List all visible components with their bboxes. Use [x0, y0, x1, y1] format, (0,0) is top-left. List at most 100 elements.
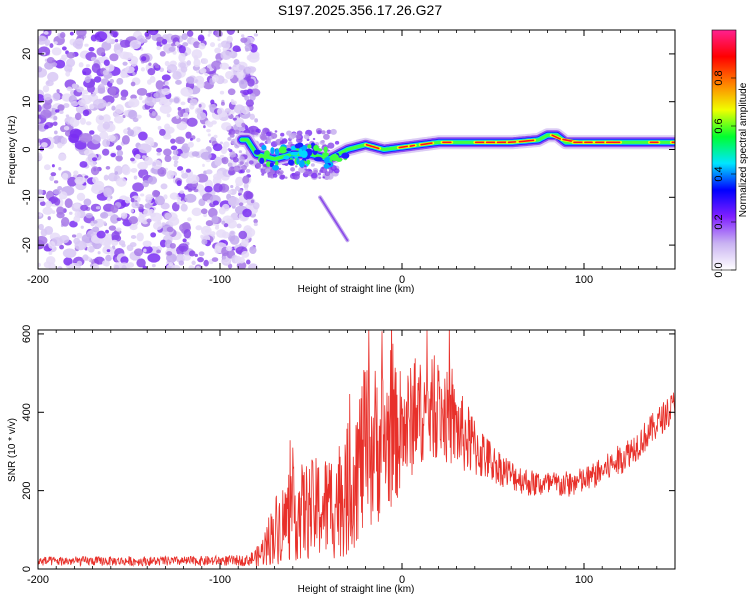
- noise-blob: [91, 157, 98, 162]
- noise-blob: [169, 98, 175, 103]
- noise-blob: [234, 129, 240, 135]
- noise-blob: [224, 108, 231, 114]
- colorbar-gradient: [712, 30, 736, 270]
- spectrogram-y-tick-label: 10: [21, 96, 33, 108]
- noise-blob: [260, 131, 266, 136]
- noise-blob: [82, 254, 89, 261]
- noise-blob: [96, 47, 106, 56]
- noise-blob: [250, 199, 255, 204]
- noise-blob: [232, 157, 239, 163]
- noise-blob: [38, 142, 41, 147]
- noise-blob: [227, 196, 240, 207]
- spectrogram-y-tick-label: -20: [21, 237, 33, 253]
- noise-blob: [143, 248, 147, 253]
- noise-blob: [51, 47, 62, 56]
- noise-blob: [136, 258, 146, 268]
- noise-blob: [304, 170, 309, 175]
- colorbar-tick-label: 0.2: [713, 214, 725, 229]
- noise-blob: [136, 232, 144, 242]
- noise-blob: [280, 174, 286, 179]
- noise-blob: [66, 86, 73, 92]
- noise-blob: [105, 254, 112, 262]
- noise-blob: [130, 157, 135, 162]
- noise-blob: [92, 226, 100, 233]
- noise-blob: [244, 44, 253, 52]
- noise-blob: [312, 137, 316, 141]
- spectrogram-y-tick-label: 0: [21, 146, 33, 152]
- noise-blob: [164, 81, 169, 86]
- noise-blob: [191, 260, 196, 266]
- noise-blob: [91, 134, 101, 145]
- ridge-blob: [306, 159, 311, 165]
- noise-blob: [50, 196, 59, 203]
- noise-blob: [105, 36, 112, 44]
- noise-blob: [284, 176, 288, 179]
- ridge-blob: [275, 148, 280, 156]
- noise-blob: [166, 170, 175, 180]
- noise-blob: [140, 56, 147, 62]
- noise-blob: [38, 94, 45, 103]
- noise-blob: [166, 253, 177, 263]
- noise-blob: [70, 101, 79, 107]
- noise-blob: [186, 174, 200, 184]
- noise-blob: [229, 235, 240, 245]
- noise-blob: [177, 166, 184, 171]
- noise-blob: [110, 152, 116, 158]
- ridge-blob: [278, 146, 287, 154]
- noise-blob: [115, 227, 122, 232]
- spectrogram-x-tick-label: -200: [27, 274, 49, 286]
- noise-blob: [56, 89, 60, 93]
- noise-blob: [84, 76, 91, 83]
- noise-blob: [56, 206, 65, 215]
- noise-blob: [189, 137, 193, 141]
- noise-blob: [180, 101, 186, 106]
- noise-blob: [232, 117, 237, 121]
- noise-blob: [120, 212, 128, 219]
- noise-blob: [248, 160, 254, 165]
- noise-blob: [176, 115, 180, 119]
- noise-blob: [221, 220, 226, 225]
- noise-blob: [198, 42, 206, 50]
- noise-blob: [241, 34, 245, 38]
- ridge-blob: [264, 150, 270, 158]
- noise-blob: [109, 53, 119, 62]
- noise-blob: [147, 68, 156, 76]
- noise-blob: [219, 141, 223, 145]
- noise-blob: [51, 164, 55, 168]
- noise-blob: [48, 241, 56, 249]
- noise-blob: [144, 31, 150, 37]
- noise-blob: [78, 132, 93, 143]
- noise-blob: [148, 209, 155, 214]
- noise-blob: [170, 145, 178, 151]
- noise-blob: [72, 40, 84, 49]
- noise-blob: [124, 65, 135, 74]
- noise-blob: [235, 176, 244, 187]
- noise-blob: [43, 102, 52, 110]
- noise-blob: [227, 137, 232, 141]
- noise-blob: [151, 189, 160, 198]
- ridge-blob: [294, 143, 301, 149]
- noise-blob: [110, 239, 119, 246]
- noise-blob: [251, 129, 255, 133]
- noise-blob: [261, 173, 265, 176]
- noise-blob: [229, 51, 238, 59]
- noise-blob: [53, 188, 61, 195]
- noise-blob: [197, 257, 204, 263]
- noise-blob: [62, 248, 77, 259]
- noise-blob: [38, 196, 45, 202]
- noise-blob: [102, 114, 111, 123]
- noise-blob: [40, 109, 52, 119]
- noise-blob: [43, 31, 49, 35]
- noise-blob: [175, 136, 185, 145]
- noise-blob: [227, 189, 233, 194]
- noise-blob: [132, 182, 145, 192]
- noise-blob: [159, 96, 169, 105]
- noise-blob: [195, 266, 201, 269]
- noise-blob: [206, 128, 211, 133]
- noise-blob: [138, 96, 143, 101]
- noise-blob: [99, 131, 109, 140]
- noise-blob: [116, 149, 124, 157]
- spectrogram-x-tick-label: -100: [209, 274, 231, 286]
- noise-blob: [57, 104, 65, 112]
- noise-blob: [160, 183, 168, 190]
